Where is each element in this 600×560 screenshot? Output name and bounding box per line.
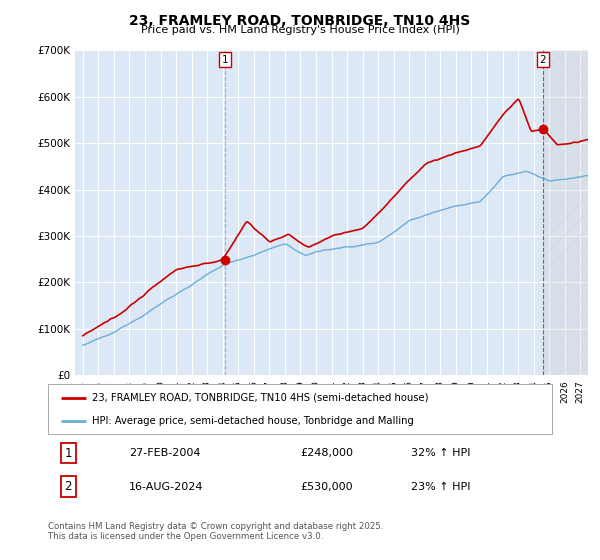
Text: 23, FRAMLEY ROAD, TONBRIDGE, TN10 4HS (semi-detached house): 23, FRAMLEY ROAD, TONBRIDGE, TN10 4HS (s… [92, 393, 429, 403]
Text: 2: 2 [64, 480, 72, 493]
Text: 1: 1 [222, 55, 229, 65]
Text: 16-AUG-2024: 16-AUG-2024 [128, 482, 203, 492]
Bar [543, 50, 588, 375]
Text: 1: 1 [64, 446, 72, 460]
Text: HPI: Average price, semi-detached house, Tonbridge and Malling: HPI: Average price, semi-detached house,… [92, 417, 414, 426]
Text: £248,000: £248,000 [300, 448, 353, 458]
Text: 27-FEB-2004: 27-FEB-2004 [128, 448, 200, 458]
Text: 2: 2 [539, 55, 546, 65]
Text: Price paid vs. HM Land Registry's House Price Index (HPI): Price paid vs. HM Land Registry's House … [140, 25, 460, 35]
Text: 23, FRAMLEY ROAD, TONBRIDGE, TN10 4HS: 23, FRAMLEY ROAD, TONBRIDGE, TN10 4HS [130, 14, 470, 28]
Text: 32% ↑ HPI: 32% ↑ HPI [411, 448, 470, 458]
Text: 23% ↑ HPI: 23% ↑ HPI [411, 482, 470, 492]
Text: £530,000: £530,000 [300, 482, 353, 492]
Text: Contains HM Land Registry data © Crown copyright and database right 2025.
This d: Contains HM Land Registry data © Crown c… [48, 522, 383, 542]
